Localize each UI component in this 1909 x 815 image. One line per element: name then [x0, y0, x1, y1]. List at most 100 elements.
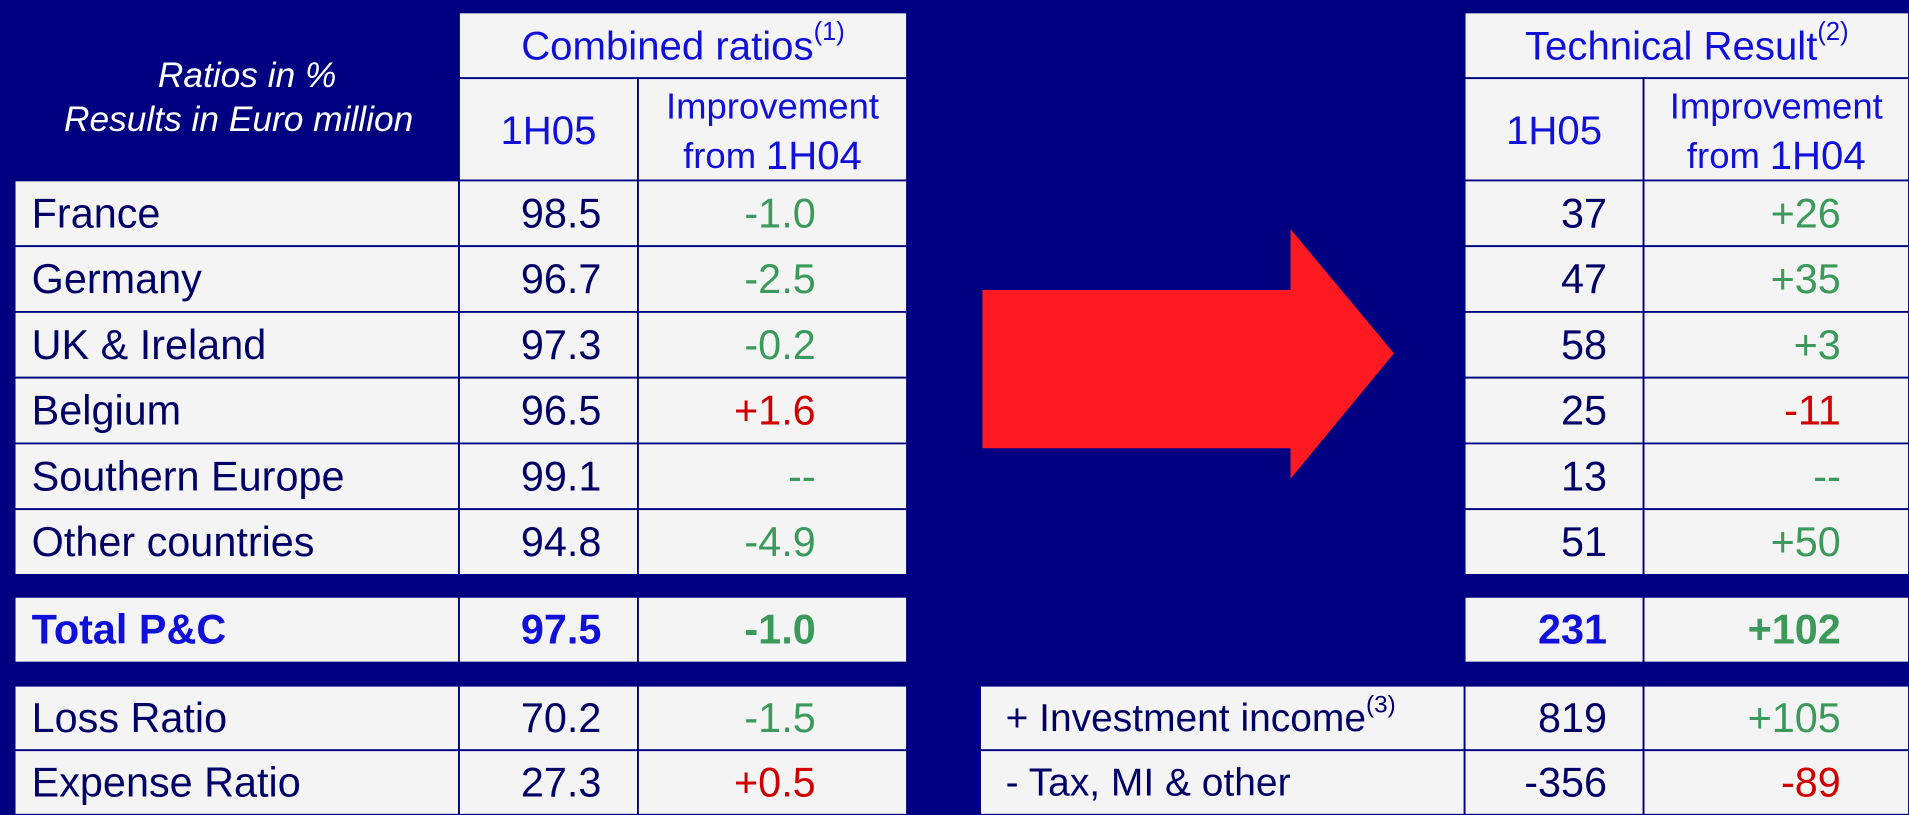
row-label: Other countries — [32, 519, 315, 565]
cell — [1642, 245, 1909, 313]
cell — [979, 749, 1466, 815]
ratio: 96.7 — [521, 256, 602, 302]
cell — [1463, 508, 1645, 576]
arrow — [982, 229, 1395, 479]
cell — [1642, 749, 1909, 815]
cell — [1463, 595, 1645, 664]
column-header-part: from — [1687, 134, 1760, 175]
group-header: Combined ratios(1) — [521, 18, 845, 68]
column-header: from 1H04 — [683, 132, 862, 177]
cell — [13, 508, 460, 576]
cell — [637, 442, 908, 511]
column-header: 1H05 — [500, 108, 596, 153]
result-change: +3 — [1794, 322, 1841, 368]
cell — [1642, 508, 1909, 576]
column-header: from 1H04 — [1687, 132, 1866, 177]
cell — [458, 376, 639, 445]
ratio-change: -1.0 — [744, 607, 815, 653]
result: 37 — [1561, 190, 1607, 236]
cell — [1642, 311, 1909, 379]
row-label: UK & Ireland — [32, 322, 267, 368]
ratio-change: -2.5 — [744, 256, 815, 302]
row-label: Total P&C — [32, 607, 227, 653]
result-change: +102 — [1748, 607, 1841, 653]
cell — [637, 245, 908, 313]
row-label: Germany — [32, 256, 202, 302]
note: (2) — [1817, 18, 1848, 46]
header-label: Results in Euro million — [64, 100, 413, 139]
result: 47 — [1561, 256, 1607, 302]
row-label: Expense Ratio — [32, 759, 301, 805]
ratio-change: -0.2 — [744, 322, 815, 368]
header-label: Ratios in % — [158, 56, 337, 95]
cell — [979, 684, 1466, 752]
group-title: Technical Result — [1525, 23, 1817, 68]
row-label: France — [32, 190, 161, 236]
cell — [1642, 77, 1909, 182]
result: 819 — [1538, 695, 1607, 741]
result: 25 — [1561, 388, 1607, 434]
cell — [1463, 311, 1645, 379]
cell — [637, 376, 908, 445]
cell — [1642, 595, 1909, 664]
ratio-change: -4.9 — [744, 519, 815, 565]
cell — [458, 442, 639, 511]
result: -356 — [1524, 759, 1607, 805]
cell — [637, 595, 908, 664]
cell — [1463, 179, 1645, 248]
ratio: 99.1 — [521, 453, 602, 499]
row-label: - Tax, MI & other — [1006, 761, 1291, 804]
ratio: 97.5 — [521, 607, 602, 653]
column-header: Improvement — [1670, 86, 1883, 127]
cell — [637, 508, 908, 576]
ratio: 70.2 — [521, 695, 602, 741]
result: 231 — [1538, 607, 1607, 653]
ratio: 94.8 — [521, 519, 602, 565]
cell — [1463, 442, 1645, 511]
cell — [637, 179, 908, 248]
row-label-text: + Investment income — [1006, 696, 1366, 739]
ratio-change: -- — [788, 453, 816, 499]
result: 13 — [1561, 453, 1607, 499]
row-label: Southern Europe — [32, 453, 345, 499]
cell — [458, 508, 639, 576]
ratio: 97.3 — [521, 322, 602, 368]
cell — [458, 11, 908, 80]
result-change: -11 — [1784, 388, 1841, 434]
cell — [1463, 77, 1645, 182]
ratio: 27.3 — [521, 759, 602, 805]
ratio-change: -1.5 — [744, 695, 815, 741]
cell — [458, 684, 639, 752]
cell — [13, 749, 460, 815]
result-change: +105 — [1748, 695, 1841, 741]
note: (1) — [814, 18, 845, 46]
ratio-change: +0.5 — [734, 759, 816, 805]
result-change: +26 — [1771, 190, 1841, 236]
cell — [1642, 376, 1909, 445]
cell — [458, 245, 639, 313]
row-label: + Investment income(3) — [1006, 691, 1396, 739]
column-header: 1H05 — [1506, 108, 1602, 153]
column-header-part: from — [683, 134, 756, 175]
ratio: 98.5 — [521, 190, 602, 236]
row-label-text: - Tax, MI & other — [1006, 761, 1291, 804]
group-title: Combined ratios — [521, 23, 813, 68]
column-header-part: 1H04 — [766, 132, 862, 177]
cell — [637, 749, 908, 815]
column-header-part: 1H04 — [1770, 132, 1866, 177]
note: (3) — [1366, 691, 1396, 718]
result: 51 — [1561, 519, 1607, 565]
result-change: -89 — [1781, 759, 1841, 805]
column-header: Improvement — [666, 86, 879, 127]
ratio: 96.5 — [521, 388, 602, 434]
result-change: +50 — [1771, 519, 1841, 565]
cell — [1642, 442, 1909, 511]
result-change: -- — [1813, 453, 1841, 499]
ratio-change: -1.0 — [744, 190, 815, 236]
cell — [13, 376, 460, 445]
result-change: +35 — [1771, 256, 1841, 302]
cell — [1463, 245, 1645, 313]
row-label: Loss Ratio — [32, 695, 227, 741]
group-header: Technical Result(2) — [1525, 18, 1849, 68]
